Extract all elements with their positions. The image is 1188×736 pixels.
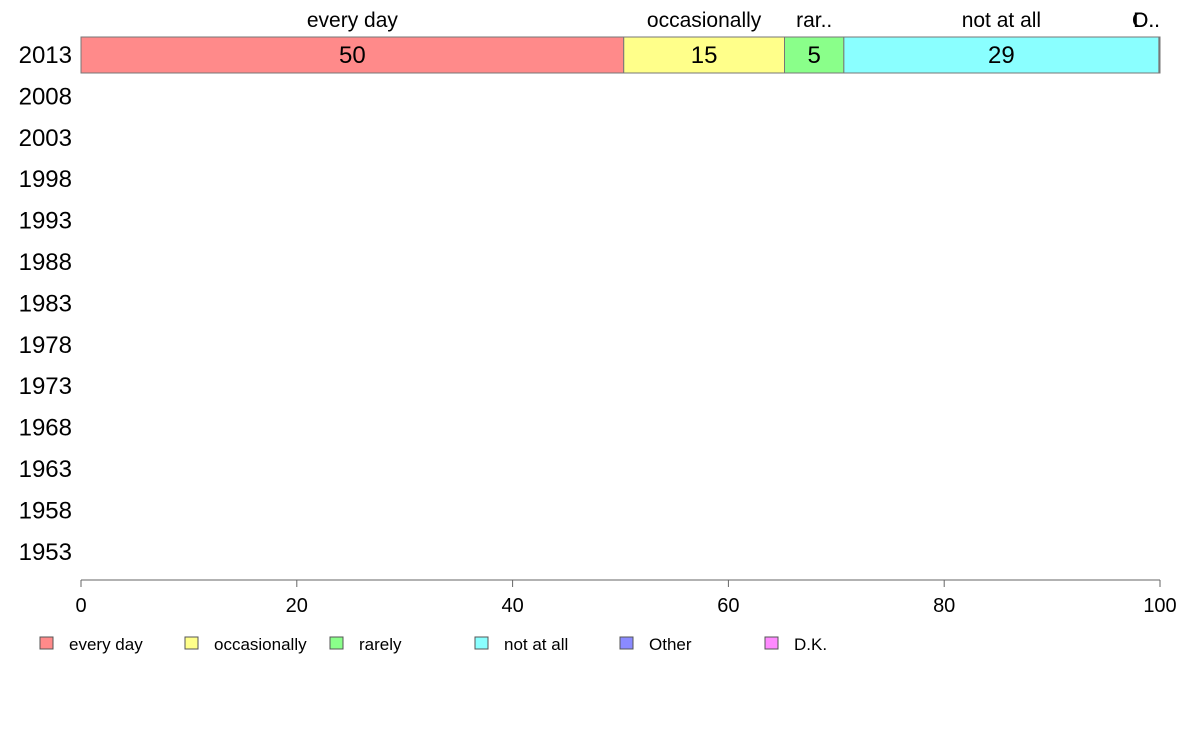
category-label: 2003 (19, 125, 72, 152)
x-tick-label: 40 (501, 595, 523, 617)
series-top-label: occasionally (647, 9, 762, 32)
category-label: 1953 (19, 539, 72, 566)
data-label: 15 (691, 42, 718, 69)
data-label: 50 (339, 42, 366, 69)
legend-swatch (619, 636, 634, 650)
data-label: 5 (808, 42, 821, 69)
value-labels: 50 15 5 29 (339, 42, 1015, 69)
legend-swatch (329, 636, 344, 650)
legend-swatch (39, 636, 54, 650)
x-tick-label: 100 (1143, 595, 1176, 617)
series-top-label: not at all (962, 9, 1041, 32)
category-label: 2013 (19, 42, 72, 69)
x-axis: 0 20 40 60 80 100 (75, 579, 1177, 617)
category-label: 2008 (19, 83, 72, 110)
series-top-label: D.. (1133, 9, 1160, 32)
bar-segment (1158, 36, 1161, 74)
category-label: 1983 (19, 290, 72, 317)
category-label: 1988 (19, 249, 72, 276)
legend-swatch (474, 636, 489, 650)
legend-label: D.K. (794, 635, 827, 654)
series-top-label: every day (307, 9, 399, 32)
legend-item: D.K. (764, 635, 827, 654)
legend-label: occasionally (214, 635, 307, 654)
legend-label: every day (69, 635, 143, 654)
category-label: 1968 (19, 415, 72, 442)
series-top-label: rar.. (796, 9, 832, 32)
category-label: 1978 (19, 332, 72, 359)
category-label: 1963 (19, 456, 72, 483)
x-tick-label: 20 (286, 595, 308, 617)
legend-swatch (764, 636, 779, 650)
category-label: 1973 (19, 373, 72, 400)
category-label: 1958 (19, 497, 72, 524)
legend-item: not at all (474, 635, 568, 654)
series-top-labels: every day occasionally rar.. not at all O..D… (307, 9, 1160, 32)
legend-item: rarely (329, 635, 402, 654)
x-tick-label: 60 (717, 595, 739, 617)
legend-item: Other (619, 635, 692, 654)
legend-label: Other (649, 635, 692, 654)
legend: every day occasionally rarely not at all Oth… (39, 635, 827, 654)
bar-segment (623, 36, 786, 74)
category-label: 1998 (19, 166, 72, 193)
legend-label: not at all (504, 635, 568, 654)
category-label: 1993 (19, 208, 72, 235)
bars (80, 36, 1161, 74)
legend-swatch (184, 636, 199, 650)
legend-item: every day (39, 635, 143, 654)
data-label: 29 (988, 42, 1015, 69)
x-tick-label: 80 (933, 595, 955, 617)
series-top-label: O.. (1132, 9, 1160, 32)
x-tick-label: 0 (75, 595, 86, 617)
legend-item: occasionally (184, 635, 307, 654)
y-axis: 2013 2008 2003 1998 1993 1988 1983 1978 1973 1968… (19, 42, 72, 566)
legend-label: rarely (359, 635, 402, 654)
